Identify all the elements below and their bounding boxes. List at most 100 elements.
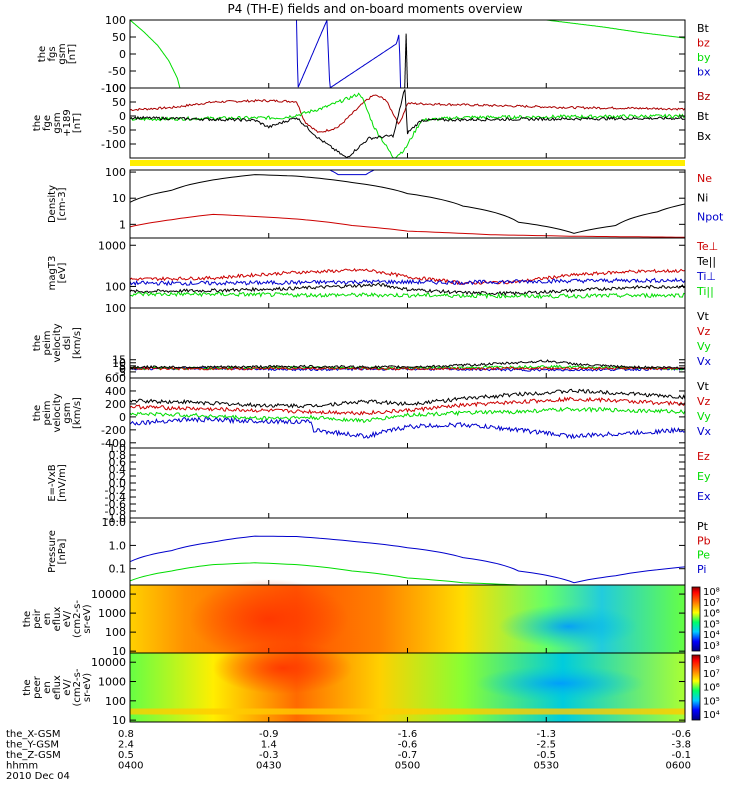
vgsm-legend-0: Vt: [697, 380, 710, 393]
time-axis-value: -3.8: [671, 740, 691, 751]
vgsm-ytick-label: 200: [105, 398, 126, 411]
fgs-series-bx: [296, 19, 402, 89]
density-ylabel-line: [cm-3]: [57, 187, 68, 220]
time-axis-value: -0.9: [259, 729, 279, 740]
vdsl-ylabel-line: the: [32, 335, 43, 351]
temp-series-Ti⊥: [129, 277, 686, 287]
pressure-legend-0: Pt: [697, 520, 709, 533]
vgsm-legend-1: Vz: [697, 395, 711, 408]
efield-ytick-label: -0.2: [105, 484, 126, 497]
efield-panel: Ez Ey Ex 1.00.80.60.40.20.0-0.2-0.4-0.6-0.8…: [47, 442, 711, 525]
fge-ylabel-line: the: [32, 115, 43, 131]
peer-colorbar-label: 10⁶: [703, 683, 720, 694]
time-axis-row-label: the_X-GSM: [6, 729, 60, 740]
peir-colorbar-label: 10⁶: [703, 609, 720, 620]
temp-series-Ti||: [129, 291, 686, 300]
peir-colorbar: [692, 587, 700, 651]
time-axis-value: 0500: [395, 761, 420, 772]
time-axis-value: 0600: [666, 761, 691, 772]
quality-flag-bar: [130, 160, 685, 166]
fge-ytick-label: -50: [108, 124, 126, 137]
vdsl-ylabel-line: peim: [42, 330, 53, 355]
time-axis-value: -1.3: [536, 729, 556, 740]
vgsm-ytick-label: 400: [105, 385, 126, 398]
efield-ylabel-line: E=-VxB: [47, 464, 58, 501]
peir-colorbar-label: 10³: [703, 641, 720, 652]
density-legend-1: Ni: [697, 191, 708, 204]
peer-panel: 10⁸ 10⁷ 10⁶ 10⁵ 10⁴ 10000 1000 100 10 the peer en ef…: [22, 642, 720, 727]
fge-series-Bx: [129, 89, 686, 159]
efield-ytick-label: 1.0: [109, 442, 127, 455]
peir-colorbar-label: 10⁴: [703, 630, 720, 641]
peer-ytick-label: 10000: [91, 656, 126, 669]
time-axis-row-label: the_Y-GSM: [6, 740, 59, 751]
peir-ylabel-line: sr-eV): [82, 604, 93, 633]
peer-colorbar-label: 10⁸: [703, 655, 720, 666]
efield-ytick-label: 0.6: [109, 456, 127, 469]
peir-ylabel-line: (cm2-s-: [72, 600, 83, 638]
pressure-ytick-label: 1.0: [109, 539, 127, 552]
peir-ylabel-line: eV/: [62, 610, 73, 627]
peer-ylabel-line: eflux: [52, 675, 63, 700]
density-ytick-label: 100: [105, 166, 126, 179]
fgs-series-by-late: [546, 19, 686, 39]
time-axis-value: -0.6: [398, 740, 418, 751]
vdsl-series-Vz: [129, 366, 686, 371]
peir-ytick-label: 100: [105, 626, 126, 639]
vdsl-ytick-label: 0: [119, 363, 126, 376]
fgs-ylabel-line: fgs: [47, 46, 58, 61]
fge-series-Bz: [129, 94, 686, 133]
density-series-Npot: [329, 169, 375, 176]
fge-frame: [129, 87, 686, 159]
peer-ytick-label: 100: [105, 695, 126, 708]
density-series-Ne: [129, 213, 686, 238]
fgs-ylabel-line: gsm: [57, 43, 68, 64]
peer-colorbar: [692, 655, 700, 720]
fgs-legend-3: bx: [697, 66, 711, 79]
vgsm-series-Vt: [129, 388, 686, 409]
peer-colorbar-label: 10⁵: [703, 696, 720, 707]
temp-legend-2: Ti⊥: [696, 270, 716, 283]
time-axis-value: -2.5: [536, 740, 556, 751]
vdsl-legend-0: Vt: [697, 310, 710, 323]
time-axis-value: 0400: [118, 761, 143, 772]
peir-colorbar-label: 10⁸: [703, 587, 720, 598]
efield-frame: [129, 447, 686, 519]
fge-ytick-label: 100: [105, 82, 126, 95]
peer-colorbar-label: 10⁴: [703, 710, 720, 721]
fge-ylabel-line: +189: [62, 109, 73, 136]
peir-colorbar-label: 10⁵: [703, 619, 720, 630]
pressure-ylabel-line: Pressure: [47, 530, 58, 573]
peer-ylabel-line: eV/: [62, 679, 73, 696]
fgs-legend-2: by: [697, 51, 711, 64]
vgsm-ylabel-line: gsm: [62, 402, 73, 423]
time-axis-value: 0530: [534, 761, 559, 772]
pressure-frame: [129, 517, 686, 586]
density-ytick-label: 1: [119, 218, 126, 231]
vgsm-legend-3: Vx: [697, 425, 712, 438]
pressure-ylabel-line: [nPa]: [57, 538, 68, 564]
time-axis-value: -0.7: [398, 750, 418, 761]
fgs-ylabel-line: [nT]: [67, 44, 78, 64]
temp-series-Te||: [129, 282, 686, 297]
temp-ytick-label: 1000: [98, 239, 126, 252]
pressure-legend-3: Pi: [697, 563, 706, 576]
peer-ytick-label: 1000: [98, 676, 126, 689]
temp-ylabel-line: magT3: [47, 256, 58, 291]
peir-ylabel-line: en: [42, 613, 53, 626]
vgsm-ytick-label: -400: [101, 437, 126, 450]
fge-ylabel-line: gsm: [52, 112, 63, 133]
time-axis-value: 0.8: [118, 729, 134, 740]
peir-ytick-label: 10000: [91, 588, 126, 601]
vdsl-ytick-label: 100: [105, 302, 126, 315]
peir-colorbar-label: 10⁷: [703, 598, 720, 609]
vdsl-series-Vt: [129, 359, 686, 370]
peer-colorbar-frame: [691, 654, 701, 721]
temp-legend-0: Te⊥: [696, 240, 718, 253]
temp-ytick-label: 100: [105, 280, 126, 293]
